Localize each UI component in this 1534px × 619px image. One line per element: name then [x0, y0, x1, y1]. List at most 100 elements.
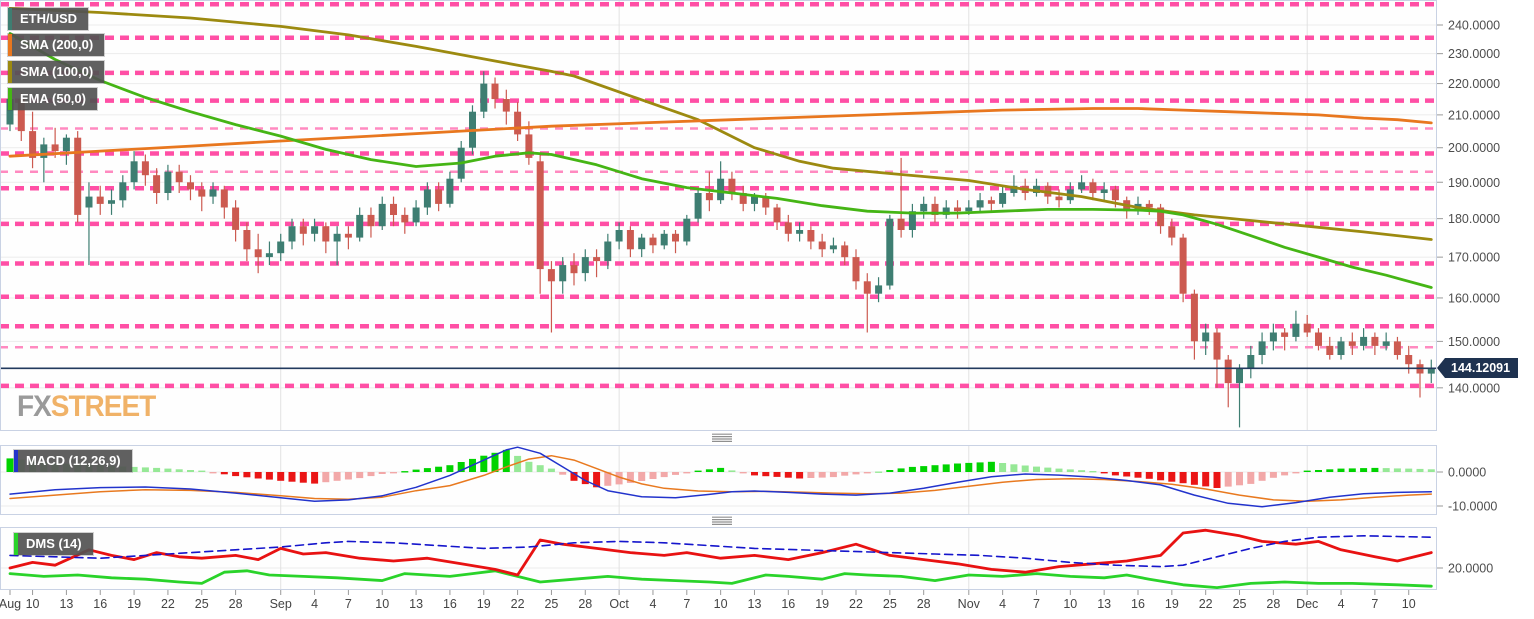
macd-histogram-bar — [897, 468, 905, 472]
candle-body — [1213, 332, 1221, 360]
candle-body — [705, 193, 713, 201]
macd-histogram-bar — [141, 467, 149, 472]
candle-body — [187, 182, 194, 190]
candle-body — [1202, 332, 1210, 342]
candle-body — [130, 161, 138, 183]
macd-histogram-bar — [1393, 468, 1401, 472]
x-axis-label: 4 — [999, 597, 1006, 611]
watermark-street: STREET — [50, 390, 156, 423]
candle-body — [920, 203, 928, 212]
macd-histogram-bar — [717, 467, 725, 472]
macd-histogram-bar — [1236, 472, 1243, 486]
y-axis-label: 160.0000 — [1448, 291, 1500, 305]
dms-badge[interactable]: DMS (14) — [14, 533, 93, 555]
candle-body — [626, 230, 634, 250]
macd-histogram-bar — [570, 472, 578, 481]
candle-body — [435, 189, 443, 204]
macd-histogram-bar — [514, 455, 522, 472]
macd-histogram-bar — [1405, 468, 1413, 472]
x-axis-label: Sep — [270, 597, 292, 611]
candle-body — [1337, 341, 1345, 355]
x-axis-label: 16 — [781, 597, 795, 611]
macd-histogram-bar — [525, 461, 533, 472]
macd-badge[interactable]: MACD (12,26,9) — [14, 450, 132, 472]
macd-histogram-bar — [356, 472, 364, 479]
candle-body — [412, 207, 420, 223]
candle-body — [1236, 368, 1243, 384]
symbol-badge[interactable]: ETH/USD — [8, 8, 89, 30]
macd-histogram-bar — [1315, 470, 1322, 472]
sma-200-line — [8, 107, 1433, 158]
pane-resize-grip[interactable] — [712, 433, 732, 442]
candle-body — [784, 222, 792, 234]
candle-body — [1111, 189, 1119, 201]
candle-body — [875, 285, 883, 294]
macd-histogram-bar — [1066, 469, 1074, 472]
macd-line — [9, 446, 1433, 508]
candle-body — [886, 218, 894, 286]
x-axis-label: 25 — [883, 597, 897, 611]
macd-histogram-bar — [852, 472, 860, 475]
candle-body — [615, 230, 623, 242]
macd-panel-plot[interactable] — [0, 445, 1437, 515]
macd-histogram-bar — [198, 470, 206, 472]
pane-resize-grip[interactable] — [712, 516, 732, 526]
candle-body — [277, 241, 285, 254]
macd-histogram-bar — [1179, 472, 1187, 484]
candle-body — [751, 196, 758, 204]
candle-body — [108, 200, 115, 204]
candle-body — [1033, 185, 1040, 193]
y-axis-label: 140.0000 — [1448, 381, 1500, 395]
x-axis-label: 7 — [1371, 597, 1378, 611]
candle-body — [1190, 293, 1198, 342]
candle-body — [908, 211, 916, 230]
candle-body — [1427, 368, 1435, 374]
macd-histogram-bar — [1157, 472, 1165, 481]
candle-body — [638, 237, 646, 250]
candle-body — [863, 281, 871, 294]
candle-body — [1281, 332, 1289, 337]
macd-histogram-bar — [559, 472, 567, 475]
main-chart-plot[interactable] — [0, 0, 1437, 431]
x-axis-label: 16 — [93, 597, 107, 611]
macd-histogram-bar — [660, 472, 668, 478]
x-axis-label: 10 — [714, 597, 728, 611]
y-axis-label: -10.0000 — [1448, 500, 1497, 514]
x-axis-label: 13 — [748, 597, 762, 611]
candle-body — [514, 111, 522, 135]
candle-body — [141, 161, 149, 176]
macd-histogram-bar — [378, 472, 386, 474]
x-axis-label: 19 — [815, 597, 829, 611]
x-axis-label: 19 — [127, 597, 141, 611]
macd-histogram-bar — [886, 470, 894, 472]
sma100-badge[interactable]: SMA (100,0) — [8, 61, 105, 83]
macd-histogram-bar — [412, 469, 420, 472]
macd-histogram-bar — [1269, 472, 1277, 478]
candle-body — [897, 218, 905, 230]
candle-body — [1360, 336, 1368, 346]
macd-histogram-bar — [739, 472, 747, 474]
x-axis-label: 28 — [229, 597, 243, 611]
candle-body — [198, 189, 206, 197]
macd-histogram-bar — [863, 472, 871, 474]
candle-body — [29, 131, 37, 158]
macd-histogram-bar — [265, 472, 273, 480]
candle-body — [1292, 323, 1300, 337]
macd-histogram-bar — [626, 472, 634, 483]
y-axis-label: 150.0000 — [1448, 335, 1500, 349]
y-axis-label: 180.0000 — [1448, 212, 1500, 226]
candle-body — [96, 196, 104, 204]
macd-histogram-bar — [1100, 472, 1108, 474]
macd-histogram-bar — [175, 469, 183, 472]
macd-histogram-bar — [130, 466, 138, 472]
candle-body — [1055, 196, 1063, 201]
dms-label: DMS (14) — [26, 536, 82, 551]
candle-body — [288, 226, 296, 242]
macd-histogram-bar — [209, 472, 217, 474]
macd-color-bar — [14, 450, 18, 472]
ema50-color-bar — [8, 88, 12, 110]
sma200-badge[interactable]: SMA (200,0) — [8, 34, 105, 56]
ema50-badge[interactable]: EMA (50,0) — [8, 88, 97, 110]
